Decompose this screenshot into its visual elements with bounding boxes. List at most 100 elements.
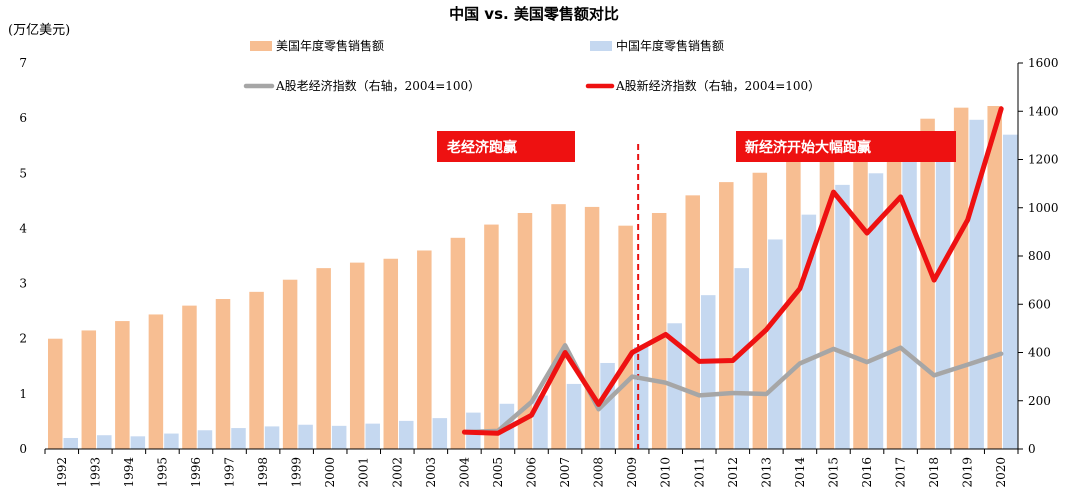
x-tick-2000: 2000 bbox=[323, 457, 337, 488]
bar-china-2000 bbox=[331, 425, 347, 449]
x-axis-ticks: 1992 1993 1994 1995 1996 1997 1998 1999 2000 2001… bbox=[44, 449, 1019, 488]
x-tick-1997: 1997 bbox=[223, 457, 237, 488]
right-tick-1600: 1600 bbox=[1028, 56, 1059, 70]
bar-china-1992 bbox=[63, 437, 78, 449]
right-tick-600: 600 bbox=[1028, 297, 1051, 311]
x-tick-2017: 2017 bbox=[894, 457, 908, 488]
legend: 美国年度零售销售额 中国年度零售销售额 A股老经济指数（右轴，2004=100）… bbox=[243, 38, 820, 93]
bar-us-2001 bbox=[349, 262, 365, 449]
left-tick-1: 1 bbox=[19, 387, 27, 401]
x-tick-2003: 2003 bbox=[424, 457, 438, 488]
bar-china-1994 bbox=[130, 436, 146, 449]
x-tick-2018: 2018 bbox=[927, 457, 941, 488]
bar-us-2016 bbox=[853, 146, 868, 449]
right-tick-400: 400 bbox=[1028, 346, 1051, 360]
bar-china-1993 bbox=[97, 435, 112, 449]
annotation-text-old-economy: 老经济跑赢 bbox=[447, 139, 517, 156]
right-tick-1200: 1200 bbox=[1028, 153, 1059, 167]
x-tick-2006: 2006 bbox=[525, 457, 539, 488]
right-tick-0: 0 bbox=[1028, 442, 1036, 456]
bar-us-2014 bbox=[786, 160, 801, 450]
left-tick-3: 3 bbox=[19, 277, 27, 291]
x-tick-2015: 2015 bbox=[826, 457, 840, 488]
bar-us-2012 bbox=[719, 182, 734, 449]
bar-us-1992 bbox=[48, 338, 63, 449]
x-tick-2020: 2020 bbox=[994, 457, 1008, 488]
right-tick-800: 800 bbox=[1028, 249, 1051, 263]
bar-us-2004 bbox=[450, 237, 466, 449]
bar-us-1998 bbox=[249, 291, 264, 449]
bar-us-2008 bbox=[584, 206, 600, 449]
x-tick-1994: 1994 bbox=[122, 457, 136, 488]
x-tick-2013: 2013 bbox=[759, 457, 773, 488]
x-tick-2004: 2004 bbox=[457, 457, 471, 488]
bar-us-1996 bbox=[182, 305, 197, 449]
x-tick-1996: 1996 bbox=[189, 457, 203, 488]
bar-china-2016 bbox=[868, 173, 884, 450]
x-tick-2012: 2012 bbox=[726, 457, 740, 488]
left-axis-ticks: 0 1 2 3 4 5 6 7 bbox=[19, 56, 27, 456]
x-tick-2014: 2014 bbox=[793, 457, 807, 488]
bar-us-2002 bbox=[383, 258, 399, 449]
bar-us-2017 bbox=[886, 134, 902, 449]
x-tick-2008: 2008 bbox=[592, 457, 606, 488]
bar-us-1999 bbox=[282, 279, 298, 449]
bar-us-2018 bbox=[920, 118, 935, 450]
legend-label-us: 美国年度零售销售额 bbox=[276, 38, 384, 53]
x-tick-2010: 2010 bbox=[659, 457, 673, 488]
bar-china-2015 bbox=[835, 184, 850, 449]
bar-china-2001 bbox=[365, 423, 380, 449]
line-new-economy bbox=[461, 106, 1004, 436]
x-tick-1999: 1999 bbox=[290, 457, 304, 488]
chart-title: 中国 vs. 美国零售额对比 bbox=[449, 5, 619, 23]
left-tick-7: 7 bbox=[19, 56, 27, 70]
bar-china-2007 bbox=[566, 383, 582, 449]
legend-swatch-china bbox=[590, 41, 612, 51]
left-tick-6: 6 bbox=[19, 111, 27, 125]
legend-swatch-us bbox=[250, 41, 272, 51]
right-axis-ticks: 0 200 400 600 800 1000 1200 1400 1600 bbox=[1018, 56, 1059, 456]
x-tick-1993: 1993 bbox=[88, 457, 102, 488]
bar-us-2019 bbox=[953, 107, 969, 449]
x-tick-2001: 2001 bbox=[357, 457, 371, 488]
x-tick-2007: 2007 bbox=[558, 457, 572, 488]
bar-china-2020 bbox=[1002, 134, 1018, 449]
x-tick-2016: 2016 bbox=[860, 457, 874, 488]
left-axis-unit: (万亿美元) bbox=[8, 23, 70, 38]
bar-china-2003 bbox=[432, 418, 448, 449]
annotation-box-new-economy bbox=[736, 131, 956, 162]
bar-us-1993 bbox=[81, 330, 97, 449]
legend-label-new-economy: A股新经济指数（右轴，2004=100） bbox=[615, 78, 820, 93]
bar-china-2018 bbox=[935, 145, 951, 450]
annotation-text-new-economy: 新经济开始大幅跑赢 bbox=[745, 139, 871, 156]
line-old-economy bbox=[462, 343, 1004, 435]
bar-china-1995 bbox=[164, 433, 179, 449]
bar-china-2012 bbox=[734, 268, 750, 449]
bar-us-2010 bbox=[651, 212, 667, 449]
bar-us-1997 bbox=[215, 299, 231, 449]
bar-us-2020 bbox=[987, 106, 1002, 450]
bar-us-2000 bbox=[316, 268, 331, 449]
bar-china-1997 bbox=[231, 428, 246, 449]
bar-china-2002 bbox=[399, 420, 414, 449]
bar-us-2006 bbox=[517, 212, 533, 449]
right-tick-1400: 1400 bbox=[1028, 104, 1059, 118]
left-tick-2: 2 bbox=[19, 332, 27, 346]
left-tick-5: 5 bbox=[19, 166, 27, 180]
bar-china-1996 bbox=[197, 430, 213, 449]
bar-us-2007 bbox=[551, 204, 566, 449]
axes bbox=[45, 63, 1019, 450]
bar-china-2009 bbox=[633, 346, 649, 449]
legend-label-old-economy: A股老经济指数（右轴，2004=100） bbox=[275, 78, 480, 93]
bar-us-2009 bbox=[618, 225, 633, 449]
bar-us-2003 bbox=[417, 250, 432, 449]
x-tick-1995: 1995 bbox=[155, 457, 169, 488]
x-tick-2009: 2009 bbox=[625, 457, 639, 488]
x-tick-2019: 2019 bbox=[961, 457, 975, 488]
left-tick-0: 0 bbox=[19, 442, 27, 456]
bar-us-2011 bbox=[685, 195, 700, 449]
annotation-old-economy: 老经济跑赢 bbox=[437, 131, 575, 162]
line-series bbox=[461, 106, 1004, 436]
bar-us-1995 bbox=[148, 314, 164, 449]
